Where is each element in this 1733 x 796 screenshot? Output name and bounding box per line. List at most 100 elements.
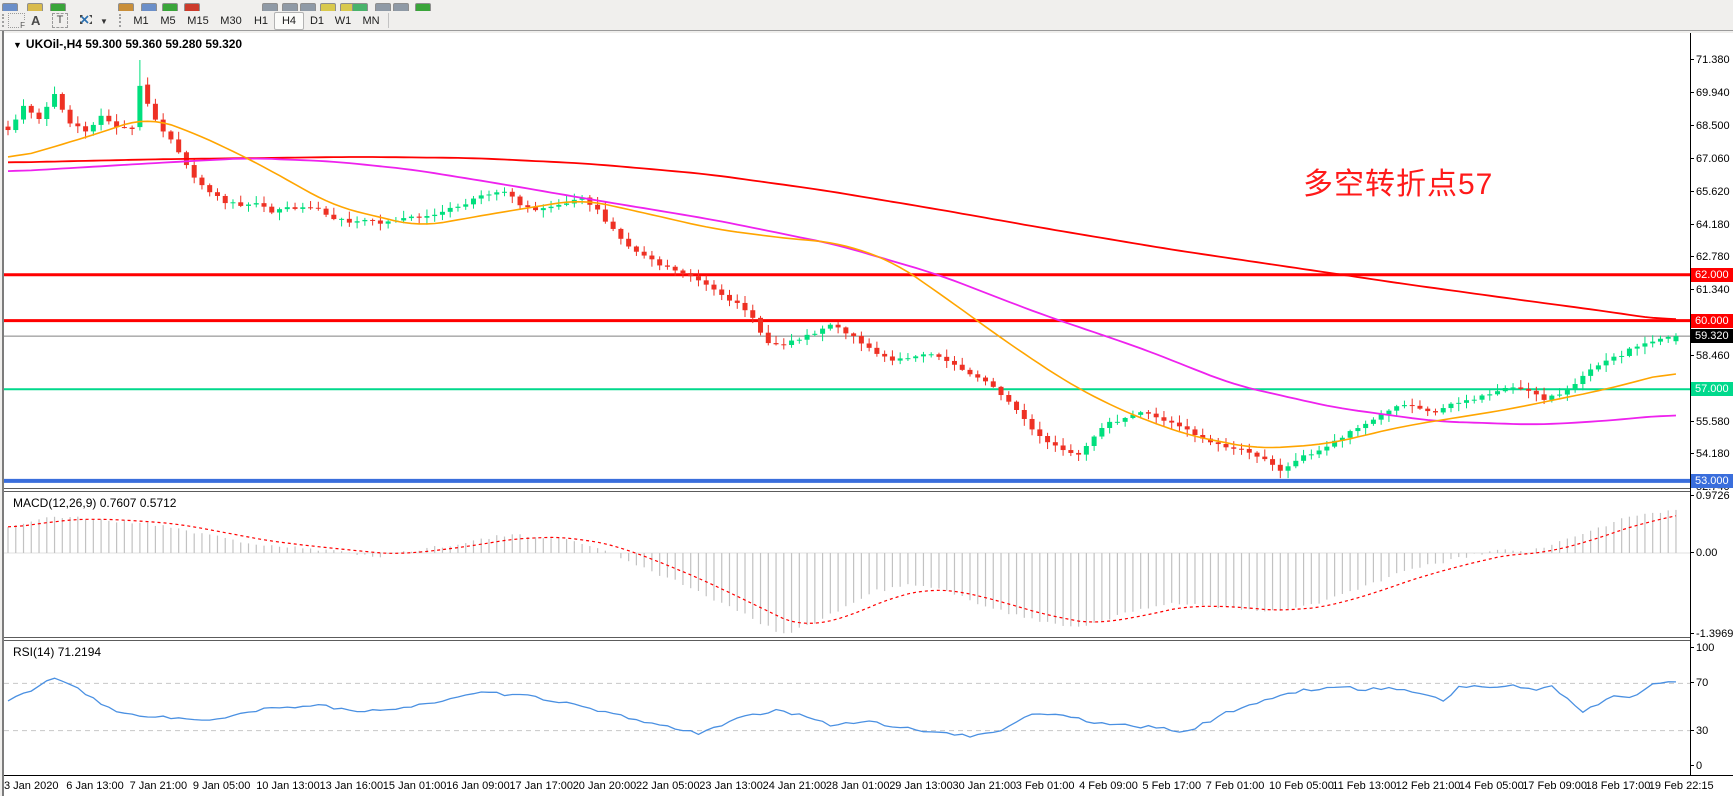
new-order-icon[interactable]	[141, 3, 157, 11]
line-chart-icon[interactable]	[300, 3, 316, 11]
bar-chart-icon[interactable]	[262, 3, 278, 11]
macd-title: MACD(12,26,9) 0.7607 0.5712	[13, 496, 177, 510]
time-label: 16 Jan 09:00	[446, 780, 510, 792]
timeframe-button-h1[interactable]: H1	[253, 15, 269, 27]
price-tick-67.060: 67.060	[1691, 153, 1730, 165]
rsi-tick-30: 30	[1691, 725, 1708, 737]
symbol-period-label: UKOil-,H4	[25, 37, 82, 51]
macd-tick--1.3969: -1.3969	[1691, 628, 1733, 640]
macd-chart[interactable]	[4, 492, 1691, 637]
panel-splitter-macd[interactable]	[4, 488, 1691, 492]
time-label: 7 Jan 21:00	[129, 780, 188, 792]
timeframe-button-mn[interactable]: MN	[362, 15, 380, 27]
add-indicator-icon[interactable]	[415, 3, 431, 11]
chart-shift-icon[interactable]	[352, 3, 368, 11]
level-badge-62: 62.000	[1691, 267, 1733, 282]
price-tick-62.780: 62.780	[1691, 251, 1730, 263]
timeframe-button-m15[interactable]: M15	[187, 15, 209, 27]
current-price-badge: 59.320	[1691, 329, 1733, 344]
window-icon[interactable]	[2, 3, 18, 11]
slow-ma-line[interactable]	[7, 156, 1677, 321]
time-label: 11 Feb 13:00	[1332, 780, 1397, 792]
medium-ma-line[interactable]	[7, 157, 1677, 426]
candle-chart-icon[interactable]	[282, 3, 298, 11]
rsi-tick-100: 100	[1691, 642, 1714, 654]
macd-tick-0.00: 0.00	[1691, 547, 1717, 559]
price-tick-69.940: 69.940	[1691, 87, 1730, 99]
chart-window[interactable]: ▼ UKOil-,H4 59.300 59.360 59.280 59.320 多…	[4, 33, 1733, 796]
time-label: 5 Feb 17:00	[1142, 780, 1202, 792]
time-label: 19 Feb 22:15	[1648, 780, 1714, 792]
window-frame	[2, 31, 4, 796]
candles-series	[5, 60, 1679, 479]
level-badge-60: 60.000	[1691, 313, 1733, 328]
cursor-tool-icon[interactable]: F	[8, 13, 25, 30]
timeframe-button-m5[interactable]: M5	[160, 15, 176, 27]
price-tick-64.180: 64.180	[1691, 219, 1730, 231]
time-label: 18 Feb 17:00	[1585, 780, 1651, 792]
time-label: 17 Jan 17:00	[509, 780, 574, 792]
candlestick-chart[interactable]	[4, 33, 1691, 488]
chart-annotation: 多空转折点57	[1303, 168, 1494, 201]
arrows-dropdown-icon[interactable]: ▼	[100, 17, 108, 26]
macd-histogram	[7, 509, 1677, 634]
price-panel[interactable]: ▼ UKOil-,H4 59.300 59.360 59.280 59.320 多…	[4, 33, 1691, 488]
price-tick-61.340: 61.340	[1691, 284, 1730, 296]
toolbar-drag-handle[interactable]	[2, 14, 7, 27]
timeframe-button-h4[interactable]: H4	[274, 12, 304, 30]
chart-title: ▼ UKOil-,H4 59.300 59.360 59.280 59.320	[13, 37, 242, 51]
price-tick-65.620: 65.620	[1691, 186, 1730, 198]
time-label: 28 Jan 01:00	[825, 780, 890, 792]
timeframe-button-m1[interactable]: M1	[133, 15, 149, 27]
toolbar-top	[0, 0, 1733, 11]
macd-signal-line	[7, 515, 1677, 624]
toolbar-main: F A T ▼ M1 M5 M15 M30 H1 H4 D1 W1 MN	[0, 11, 1733, 31]
rsi-line	[7, 677, 1676, 738]
time-label: 20 Jan 20:00	[572, 780, 637, 792]
macd-panel[interactable]: MACD(12,26,9) 0.7607 0.5712	[4, 492, 1691, 637]
time-label: 22 Jan 05:00	[636, 780, 700, 792]
stop-icon[interactable]	[184, 3, 200, 11]
time-label: 17 Feb 09:00	[1522, 780, 1588, 792]
level-badge-57: 57.000	[1691, 382, 1733, 397]
timeframe-button-w1[interactable]: W1	[334, 15, 352, 27]
rsi-chart[interactable]	[4, 641, 1691, 775]
rsi-tick-70: 70	[1691, 677, 1708, 689]
time-label: 9 Jan 05:00	[192, 780, 251, 792]
symbol-dropdown-icon[interactable]: ▼	[13, 40, 22, 50]
time-label: 10 Jan 13:00	[256, 780, 320, 792]
panel-splitter-rsi[interactable]	[4, 637, 1691, 641]
grid-icon[interactable]	[393, 3, 409, 11]
magnifier-icon[interactable]	[27, 3, 43, 11]
price-tick-71.380: 71.380	[1691, 54, 1730, 66]
toolbar-separator	[388, 13, 389, 28]
templates-icon[interactable]	[375, 3, 391, 11]
add-symbol-icon[interactable]	[50, 3, 66, 11]
fast-ma-line[interactable]	[7, 120, 1677, 449]
price-tick-55.580: 55.580	[1691, 416, 1730, 428]
text-tool-icon[interactable]: T	[52, 13, 68, 28]
arrows-tool-icon[interactable]	[78, 13, 96, 28]
time-label: 10 Feb 05:00	[1269, 780, 1334, 792]
time-label: 12 Feb 21:00	[1395, 780, 1461, 792]
price-tick-54.180: 54.180	[1691, 448, 1730, 460]
time-label: 13 Jan 16:00	[319, 780, 384, 792]
tile-windows-icon[interactable]	[118, 3, 134, 11]
zoom-in-icon[interactable]	[320, 3, 336, 11]
time-label: 4 Feb 09:00	[1079, 780, 1138, 792]
rsi-panel[interactable]: RSI(14) 71.2194	[4, 641, 1691, 775]
time-label: 7 Feb 01:00	[1205, 780, 1265, 792]
ohlc-quote-label: 59.300 59.360 59.280 59.320	[85, 37, 243, 51]
level-badge-53: 53.000	[1691, 473, 1733, 488]
timeframe-button-d1[interactable]: D1	[309, 15, 325, 27]
rsi-title: RSI(14) 71.2194	[13, 645, 102, 659]
timeframe-button-m30[interactable]: M30	[220, 15, 242, 27]
timeframe-bar-handle[interactable]	[119, 14, 124, 27]
autotrading-icon[interactable]	[162, 3, 178, 11]
time-label: 29 Jan 13:00	[889, 780, 953, 792]
time-axis[interactable]: 3 Jan 2020 6 Jan 13:00 7 Jan 21:00 9 Jan 05…	[4, 775, 1733, 796]
text-label-tool-icon[interactable]: A	[31, 13, 41, 28]
time-label: 30 Jan 21:00	[952, 780, 1017, 792]
price-scale[interactable]: 71.380 69.940 68.500 67.060 65.620 64.180 62.7…	[1690, 33, 1733, 775]
